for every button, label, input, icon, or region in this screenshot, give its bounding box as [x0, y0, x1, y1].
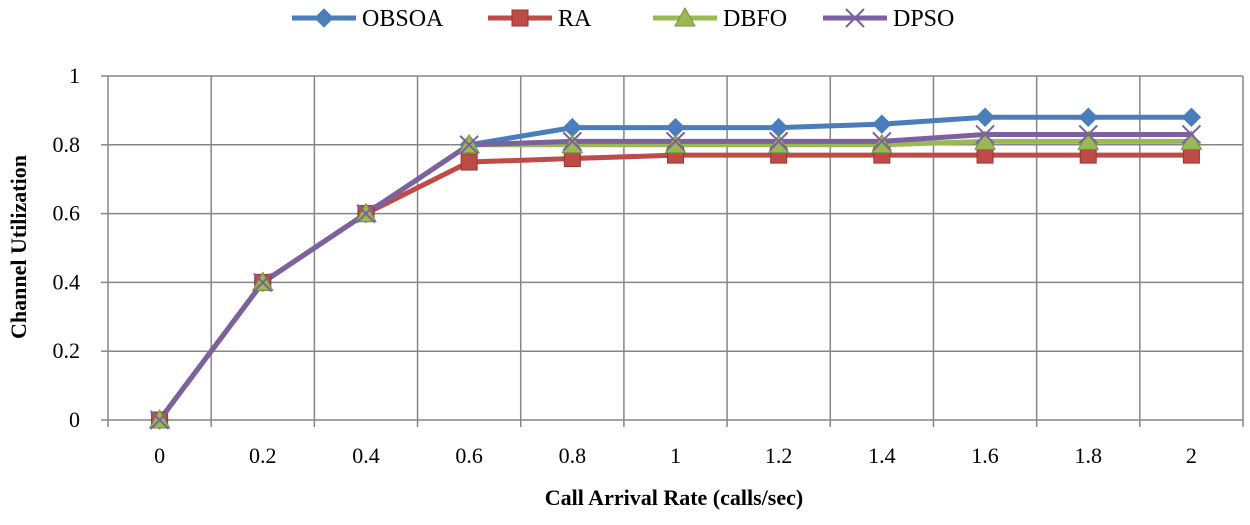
legend-marker	[845, 8, 865, 28]
legend-item-ra: RA	[488, 6, 592, 32]
legend-item-dpso: DPSO	[823, 6, 954, 32]
x-tick-label: 1.2	[765, 443, 793, 468]
legend-label: DBFO	[723, 6, 787, 32]
x-tick-label: 0	[154, 443, 165, 468]
x-tick-label: 0.2	[249, 443, 277, 468]
x-tick-label: 1.8	[1074, 443, 1102, 468]
data-point-dpso	[562, 131, 583, 152]
y-tick-label: 0	[69, 407, 80, 432]
x-tick-label: 0.4	[352, 443, 380, 468]
data-point-dpso	[665, 131, 686, 152]
legend-marker	[511, 9, 529, 27]
legend-label: RA	[558, 6, 592, 32]
legend-marker	[314, 8, 334, 28]
legend: OBSOA RA DBFO DPSO	[292, 6, 954, 32]
data-point-dpso	[356, 203, 376, 224]
x-tick-label: 2	[1186, 443, 1197, 468]
data-point-obsoa	[1181, 107, 1202, 127]
legend-item-dbfo: DBFO	[653, 6, 787, 32]
data-point-ra	[460, 153, 478, 171]
data-point-dpso	[768, 131, 789, 152]
data-point-dpso	[872, 131, 892, 152]
x-tick-label: 1.4	[868, 443, 896, 468]
legend-label: DPSO	[893, 6, 954, 32]
legend-marker	[674, 6, 696, 27]
y-tick-label: 0.2	[53, 338, 81, 363]
data-point-dpso	[149, 410, 170, 430]
y-tick-label: 0.6	[53, 201, 81, 226]
data-point-obsoa	[872, 114, 892, 134]
data-point-dpso	[1078, 124, 1098, 145]
data-point-dbfo	[664, 133, 687, 154]
data-point-dbfo	[767, 133, 790, 154]
data-point-dpso	[1181, 124, 1202, 145]
axes: 0 0.2 0.4 0.6 0.8 1 0 0.2 0.4 0.6 0.8 1 1.2 1.4 1.6 1.8…	[53, 63, 1244, 468]
y-tick-label: 0.8	[53, 132, 81, 157]
legend-label: OBSOA	[362, 6, 444, 32]
x-axis-title: Call Arrival Rate (calls/sec)	[545, 485, 803, 510]
series-markers	[148, 107, 1203, 430]
data-point-dbfo	[871, 133, 893, 154]
data-point-dpso	[253, 272, 273, 293]
x-tick-label: 0.6	[455, 443, 483, 468]
data-point-dbfo	[561, 133, 584, 154]
x-tick-label: 1.6	[971, 443, 999, 468]
data-point-obsoa	[975, 107, 995, 127]
y-axis-title: Channel Utilization	[6, 155, 31, 339]
data-point-obsoa	[1078, 107, 1098, 127]
x-tick-label: 0.8	[559, 443, 587, 468]
data-point-dpso	[459, 135, 479, 155]
y-tick-label: 0.4	[53, 269, 81, 294]
legend-item-obsoa: OBSOA	[292, 6, 444, 32]
y-tick-label: 1	[69, 63, 80, 88]
x-tick-label: 1	[670, 443, 681, 468]
data-point-dpso	[975, 124, 995, 145]
